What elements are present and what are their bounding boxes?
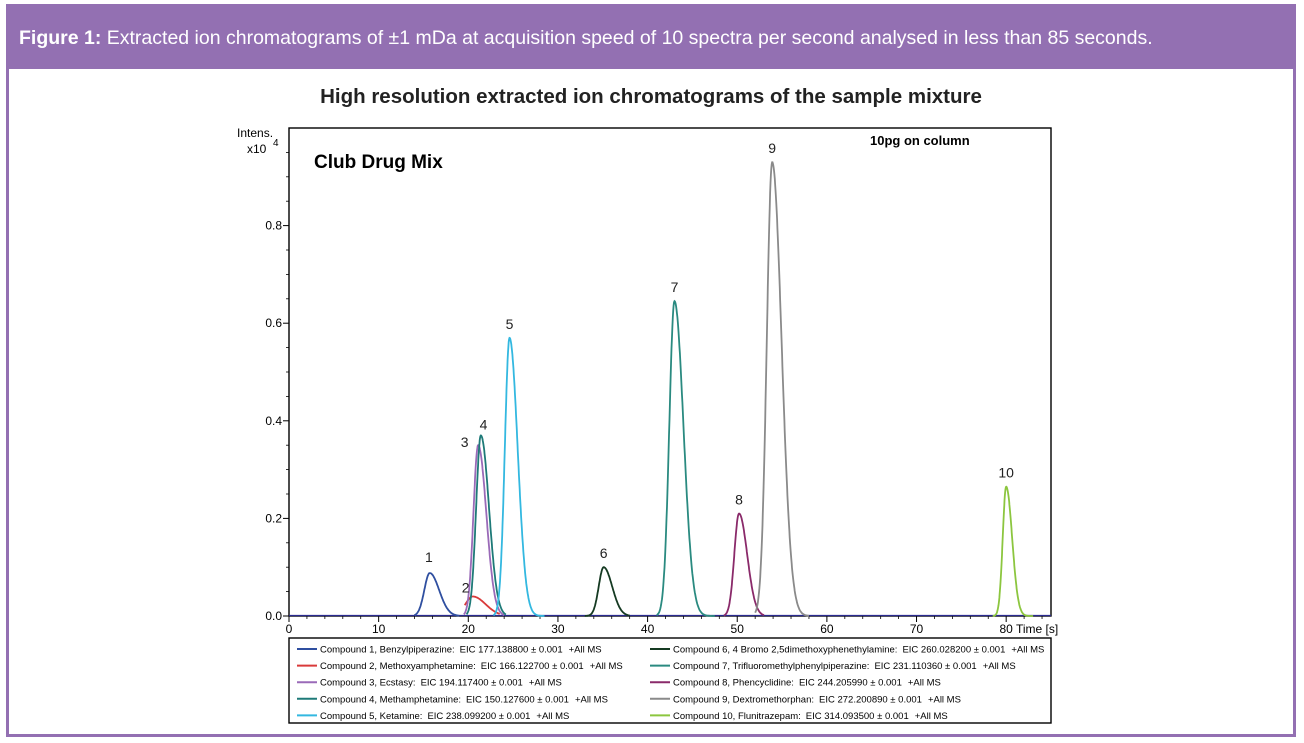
legend-entry: Compound 1, Benzylpiperazine: EIC 177.138…: [320, 645, 602, 656]
figure-frame: Figure 1: Extracted ion chromatograms of…: [6, 4, 1296, 737]
y-axis-ticks: 0.0 0.2 0.4 0.6 0.8: [265, 151, 289, 623]
legend-entry-mode: +All MS: [983, 661, 1016, 672]
legend-entry: Compound 3, Ecstasy: EIC 194.117400 ± 0.0…: [320, 678, 562, 689]
legend-entry-name: Compound 5, Ketamine:: [320, 711, 422, 722]
figure-caption-text: Extracted ion chromatograms of ±1 mDa at…: [101, 27, 1153, 49]
legend-entry-eic: EIC 194.117400 ± 0.001: [421, 678, 523, 689]
y-tick-label: 0.4: [265, 414, 282, 428]
legend-entry-mode: +All MS: [569, 645, 602, 656]
y-axis-multiplier: x10: [247, 142, 267, 156]
y-axis-label: Intens.: [237, 126, 273, 140]
legend-entry: Compound 9, Dextromethorphan: EIC 272.200…: [673, 694, 961, 705]
figure-caption: Figure 1: Extracted ion chromatograms of…: [9, 7, 1293, 69]
y-axis-exponent: 4: [273, 138, 279, 149]
legend-entry-eic: EIC 177.138800 ± 0.001: [460, 645, 563, 656]
series-lines: [289, 161, 1051, 617]
y-tick-label: 0.0: [265, 609, 282, 623]
legend-entry: Compound 6, 4 Bromo 2,5dimethoxyphenethy…: [673, 645, 1044, 656]
legend-entry: Compound 5, Ketamine: EIC 238.099200 ± 0.…: [320, 711, 569, 722]
series-line-4: [465, 434, 507, 616]
legend-entry-name: Compound 8, Phencyclidine:: [673, 678, 794, 689]
series-line-6: [584, 566, 630, 617]
peak-label: 4: [480, 416, 488, 432]
legend-entry-eic: EIC 166.122700 ± 0.001: [481, 661, 584, 672]
legend-entry-mode: +All MS: [908, 678, 941, 689]
legend-entry-eic: EIC 260.028200 ± 0.001: [902, 645, 1005, 656]
peak-label: 6: [600, 545, 608, 561]
legend-entry: Compound 2, Methoxyamphetamine: EIC 166.1…: [320, 661, 623, 672]
x-tick-label: 70: [910, 622, 924, 636]
legend-entry: Compound 4, Methamphetamine: EIC 150.1276…: [320, 694, 608, 705]
legend-box: [288, 637, 1052, 724]
legend-entry-name: Compound 3, Ecstasy:: [320, 678, 416, 689]
legend-entry-name: Compound 9, Dextromethorphan:: [673, 694, 814, 705]
series-line-7: [656, 299, 715, 617]
x-tick-label: 10: [372, 622, 386, 636]
legend-entry: Compound 7, Trifluoromethylphenylpiperaz…: [673, 661, 1016, 672]
figure-caption-label: Figure 1:: [19, 27, 102, 49]
peak-label: 2: [462, 579, 470, 595]
legend-entry-mode: +All MS: [575, 694, 608, 705]
legend-entry-eic: EIC 272.200890 ± 0.001: [819, 694, 922, 705]
x-tick-label: 30: [551, 622, 565, 636]
series-line-10: [992, 485, 1034, 617]
x-tick-label: 40: [641, 622, 655, 636]
chart-title: High resolution extracted ion chromatogr…: [320, 85, 982, 108]
legend-entry-eic: EIC 244.205990 ± 0.001: [799, 678, 902, 689]
legend-entry-eic: EIC 231.110360 ± 0.001: [874, 661, 976, 672]
series-line-9: [754, 161, 809, 617]
legend-entry-name: Compound 1, Benzylpiperazine:: [320, 645, 455, 656]
x-tick-label: 60: [820, 622, 834, 636]
peak-label: 7: [671, 279, 679, 295]
peak-label: 9: [768, 140, 776, 156]
legend-entry-eic: EIC 314.093500 ± 0.001: [806, 711, 909, 722]
legend-entry-mode: +All MS: [529, 678, 562, 689]
x-tick-label: 50: [731, 622, 745, 636]
peak-label: 5: [506, 316, 514, 332]
series-line-3: [463, 444, 505, 616]
legend-entry-mode: +All MS: [915, 711, 948, 722]
legend-entry-mode: +All MS: [1011, 645, 1044, 656]
y-tick-label: 0.2: [265, 511, 282, 525]
y-tick-label: 0.6: [265, 316, 282, 330]
y-tick-label: 0.8: [265, 219, 282, 233]
peak-label: 3: [461, 434, 469, 450]
amount-annotation: 10pg on column: [870, 133, 970, 148]
peak-labels: 1 2 34 5 6 7 8 9 10: [425, 140, 1014, 595]
sample-annotation: Club Drug Mix: [314, 152, 443, 173]
legend-entry: Compound 10, Flunitrazepam: EIC 314.09350…: [673, 711, 948, 722]
legend: Compound 1, Benzylpiperazine: EIC 177.138…: [297, 645, 1044, 722]
legend-entry-name: Compound 6, 4 Bromo 2,5dimethoxyphenethy…: [673, 645, 897, 656]
legend-entry: Compound 8, Phencyclidine: EIC 244.205990…: [673, 678, 941, 689]
peak-label: 1: [425, 549, 433, 565]
legend-entry-name: Compound 7, Trifluoromethylphenylpiperaz…: [673, 661, 869, 672]
series-line-1: [414, 572, 460, 617]
legend-entry-name: Compound 2, Methoxyamphetamine:: [320, 661, 476, 672]
series-line-5: [492, 336, 545, 617]
x-axis-ticks: 0 10 20 30 40 50 60 70 80: [286, 616, 1043, 636]
peak-label: 8: [735, 492, 743, 508]
legend-entry-mode: +All MS: [928, 694, 961, 705]
peak-label: 10: [998, 465, 1014, 481]
x-axis-label: Time [s]: [1016, 622, 1058, 636]
x-tick-label: 0: [286, 622, 293, 636]
legend-entry-mode: +All MS: [536, 711, 569, 722]
legend-entry-mode: +All MS: [590, 661, 623, 672]
x-tick-label: 80: [999, 622, 1013, 636]
x-tick-label: 20: [462, 622, 476, 636]
legend-entry-eic: EIC 150.127600 ± 0.001: [466, 694, 569, 705]
legend-entry-name: Compound 4, Methamphetamine:: [320, 694, 461, 705]
legend-entry-eic: EIC 238.099200 ± 0.001: [427, 711, 530, 722]
legend-entry-name: Compound 10, Flunitrazepam:: [673, 711, 801, 722]
